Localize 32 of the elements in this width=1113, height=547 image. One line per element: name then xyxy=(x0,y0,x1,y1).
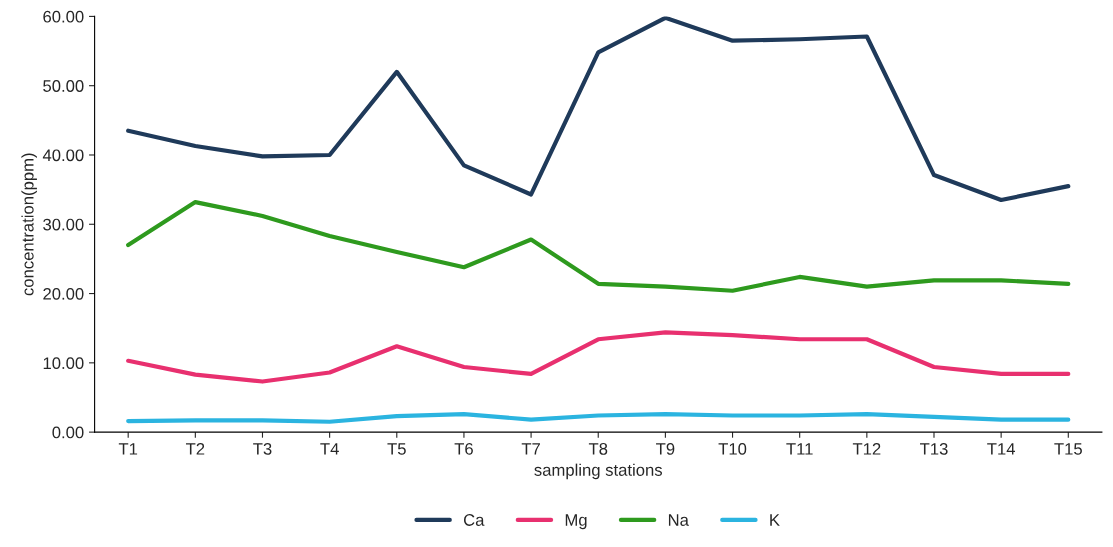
y-tick-label: 50.00 xyxy=(43,80,84,92)
x-tick-label: T7 xyxy=(521,443,540,455)
x-tick-label: T10 xyxy=(718,442,747,455)
x-tick-label: T11 xyxy=(786,443,813,455)
legend-label: Na xyxy=(668,514,689,526)
x-tick-label: T9 xyxy=(656,442,675,455)
x-tick-label: T15 xyxy=(1054,443,1082,455)
line-series xyxy=(126,16,1071,203)
y-tick-label: 40.00 xyxy=(42,149,84,162)
line-series xyxy=(126,412,1071,424)
line-series xyxy=(126,200,1071,293)
x-tick-label: T8 xyxy=(588,442,608,455)
x-tick-label: T13 xyxy=(920,442,948,455)
y-tick-label: 10.00 xyxy=(43,357,84,370)
x-tick-label: T3 xyxy=(253,442,272,455)
y-tick-label: 30.00 xyxy=(43,218,84,231)
legend-label: Mg xyxy=(565,514,587,530)
y-tick-label: 0.00 xyxy=(52,426,84,439)
x-tick-label: T12 xyxy=(852,442,881,455)
x-tick-label: T1 xyxy=(118,443,138,455)
x-tick-label: T2 xyxy=(185,442,205,455)
y-axis-title: concentration(ppm) xyxy=(21,153,37,296)
line-series xyxy=(126,330,1071,384)
legend-label: Ca xyxy=(463,514,485,526)
x-axis-title: sampling stations xyxy=(534,463,663,480)
y-tick-label: 20.00 xyxy=(43,287,84,300)
legend-label: K xyxy=(770,514,780,526)
x-tick-label: T4 xyxy=(320,443,339,455)
y-tick-label: 60.00 xyxy=(43,10,84,23)
x-tick-label: T6 xyxy=(454,442,473,455)
x-tick-label: T5 xyxy=(387,443,406,455)
x-tick-label: T14 xyxy=(987,443,1016,455)
